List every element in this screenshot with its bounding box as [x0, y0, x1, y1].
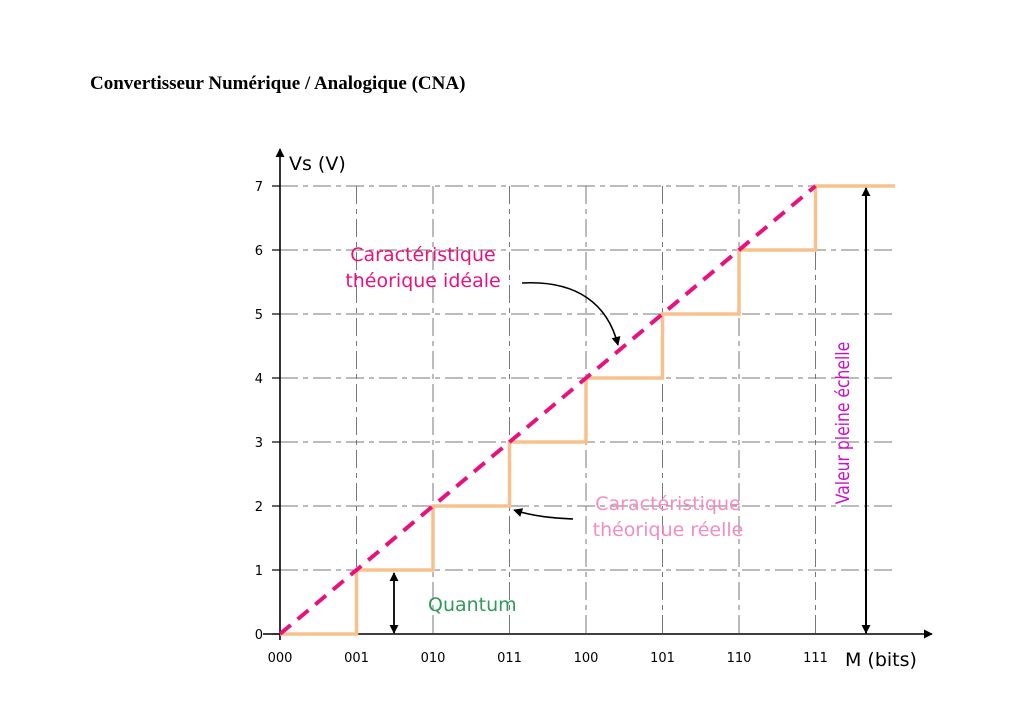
y-tick-label: 3: [255, 436, 263, 451]
y-tick-label: 7: [255, 180, 263, 195]
tick-labels: 0 1 2 3 4 5 6 7 000 001 010 011 100 101 110 111 Vs (V) M …: [255, 153, 917, 671]
real-characteristic-label: Caractéristique théorique réelle: [593, 493, 744, 541]
full-scale-label: Valeur pleine échelle: [833, 342, 855, 504]
ideal-characteristic-line: [278, 184, 817, 636]
quantum-label: Quantum: [428, 594, 517, 616]
real-characteristic-staircase: [280, 184, 895, 636]
y-tick-label: 0: [255, 628, 263, 643]
annotation-arrows: [389, 187, 871, 634]
y-tick-label: 4: [255, 372, 263, 387]
x-axis-title: M (bits): [845, 649, 917, 671]
x-tick-label: 011: [497, 651, 522, 666]
page-title: Convertisseur Numérique / Analogique (CN…: [90, 73, 466, 94]
ideal-arrow: [521, 282, 621, 346]
annotations: Caractéristique théorique idéale Caractéri…: [345, 244, 854, 616]
ideal-characteristic-label: Caractéristique théorique idéale: [345, 244, 500, 292]
y-axis-title: Vs (V): [289, 153, 346, 175]
x-tick-label: 111: [803, 651, 828, 666]
x-tick-label: 001: [344, 651, 369, 666]
y-tick-label: 5: [255, 308, 263, 323]
x-tick-label: 010: [421, 651, 446, 666]
real-arrow: [513, 508, 574, 520]
y-tick-label: 1: [255, 564, 263, 579]
y-tick-label: 6: [255, 244, 263, 259]
axes: [263, 148, 933, 640]
x-tick-label: 100: [574, 651, 599, 666]
x-tick-label: 101: [650, 651, 675, 666]
x-tick-label: 110: [727, 651, 752, 666]
series: [278, 184, 895, 636]
x-tick-label: 000: [268, 651, 293, 666]
y-tick-label: 2: [255, 500, 263, 515]
